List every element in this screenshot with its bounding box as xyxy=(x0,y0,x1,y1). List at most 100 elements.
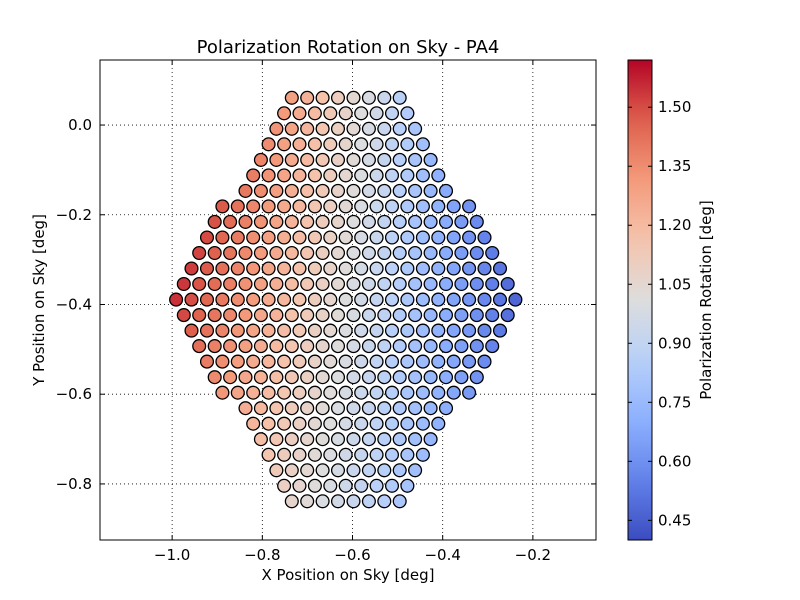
data-point xyxy=(215,323,230,338)
data-point xyxy=(377,183,392,198)
data-point xyxy=(338,292,353,307)
data-point xyxy=(269,276,284,292)
data-point xyxy=(408,245,423,261)
data-point xyxy=(253,339,268,354)
data-point xyxy=(253,152,268,167)
data-point xyxy=(338,168,353,183)
data-point xyxy=(431,354,446,369)
data-point xyxy=(315,121,330,136)
data-point xyxy=(300,276,315,292)
data-point xyxy=(346,245,361,261)
data-point xyxy=(292,168,307,183)
data-point xyxy=(492,261,508,276)
data-point xyxy=(469,245,484,261)
data-point xyxy=(369,168,384,183)
data-point xyxy=(354,323,369,338)
data-point xyxy=(261,199,276,214)
data-point xyxy=(323,199,338,214)
data-point xyxy=(207,308,222,323)
data-point xyxy=(377,214,392,229)
data-point xyxy=(415,323,430,338)
data-point xyxy=(300,494,315,509)
data-point xyxy=(284,121,299,136)
data-point xyxy=(423,401,438,416)
data-point xyxy=(284,370,299,385)
data-point xyxy=(261,261,276,276)
data-point xyxy=(238,308,253,323)
data-point xyxy=(369,292,384,307)
data-point xyxy=(369,478,384,493)
data-point xyxy=(354,478,369,493)
data-point xyxy=(330,152,346,167)
data-point xyxy=(261,447,276,462)
data-point xyxy=(392,183,407,198)
data-point xyxy=(462,199,477,214)
data-point xyxy=(269,245,284,261)
data-point xyxy=(415,261,430,276)
data-point xyxy=(261,137,276,152)
data-point xyxy=(253,183,268,198)
data-point xyxy=(307,354,322,369)
data-point xyxy=(438,183,454,198)
data-point xyxy=(400,292,415,307)
data-point xyxy=(199,261,215,276)
data-point xyxy=(369,416,384,431)
data-point xyxy=(230,199,245,214)
data-point xyxy=(277,292,292,307)
colorbar-tick-label: 0.75 xyxy=(658,393,691,411)
data-point xyxy=(307,385,322,400)
data-point xyxy=(408,308,423,323)
data-point xyxy=(261,416,276,431)
data-point xyxy=(246,292,261,307)
data-point xyxy=(423,276,438,292)
data-point xyxy=(253,308,268,323)
chart-title: Polarization Rotation on Sky - PA4 xyxy=(197,37,500,58)
data-point xyxy=(315,245,330,261)
data-point xyxy=(292,447,307,462)
data-point xyxy=(277,478,292,493)
colorbar-label: Polarization Rotation [deg] xyxy=(697,200,715,399)
data-point xyxy=(384,199,400,214)
data-point xyxy=(323,137,338,152)
data-point xyxy=(292,230,307,245)
data-point xyxy=(384,478,400,493)
data-point xyxy=(469,370,484,385)
data-point xyxy=(215,261,230,276)
data-point xyxy=(423,370,438,385)
data-point xyxy=(392,276,407,292)
data-point xyxy=(384,230,400,245)
data-point xyxy=(454,370,469,385)
data-point xyxy=(330,121,346,136)
data-point xyxy=(330,432,346,447)
data-point xyxy=(415,137,430,152)
data-point xyxy=(392,463,407,478)
data-point xyxy=(469,339,484,354)
data-point xyxy=(277,416,292,431)
data-point xyxy=(369,261,384,276)
colorbar-tick-label: 0.90 xyxy=(658,334,691,352)
data-point xyxy=(392,432,407,447)
data-point xyxy=(377,494,392,509)
data-point xyxy=(269,401,284,416)
data-point xyxy=(400,416,415,431)
data-point xyxy=(284,494,299,509)
x-tick-label: −1.0 xyxy=(154,546,190,564)
data-point xyxy=(400,106,415,121)
data-point xyxy=(384,137,400,152)
data-point xyxy=(269,370,284,385)
data-point xyxy=(246,230,261,245)
data-point xyxy=(446,323,461,338)
data-point xyxy=(315,308,330,323)
data-point xyxy=(238,183,253,198)
data-point xyxy=(269,308,284,323)
data-point xyxy=(292,137,307,152)
data-point xyxy=(292,323,307,338)
x-tick-label: −0.2 xyxy=(515,546,551,564)
data-point xyxy=(261,385,276,400)
data-point xyxy=(423,214,438,229)
data-point xyxy=(261,354,276,369)
data-point xyxy=(300,245,315,261)
data-point xyxy=(238,370,253,385)
data-point xyxy=(462,323,477,338)
data-point xyxy=(315,463,330,478)
